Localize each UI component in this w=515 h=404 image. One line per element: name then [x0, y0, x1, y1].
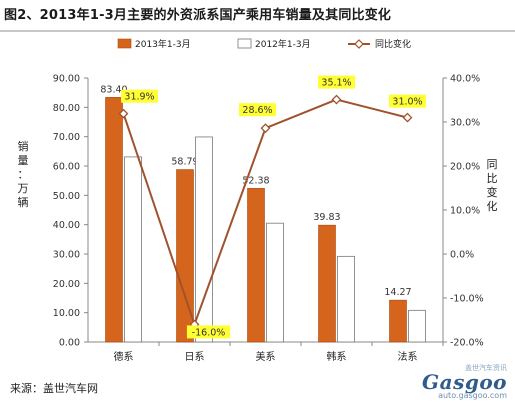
x-tick-label: 法系 — [398, 350, 418, 363]
right-tick-label: 0.0% — [450, 250, 474, 261]
x-tick-label: 韩系 — [327, 350, 347, 363]
y-axis-title-char: 量 — [18, 154, 29, 167]
bar-2013 — [247, 188, 265, 343]
yoy-label: 31.9% — [124, 92, 154, 103]
yoy-label-box — [186, 325, 231, 339]
right-tick-label: 10.0% — [450, 206, 480, 217]
bar-2013 — [176, 169, 194, 343]
right-tick-label: 40.0% — [450, 74, 480, 85]
left-tick-label: 10.00 — [53, 308, 80, 319]
bar-2012 — [408, 309, 426, 343]
y2-axis-title-char: 化 — [487, 199, 498, 213]
left-tick-label: 70.00 — [53, 132, 80, 143]
legend-label-yoy: 同比变化 — [375, 38, 411, 50]
watermark-logo: 盖世汽车资讯 Gasgoo auto.gasgoo.com — [422, 365, 507, 400]
yoy-label-box — [318, 75, 355, 89]
yoy-marker — [118, 108, 129, 119]
bar-2013 — [105, 97, 123, 343]
bar-2013-label: 58.79 — [171, 157, 198, 168]
legend-marker-yoy — [354, 39, 364, 49]
right-tick-label: 30.0% — [450, 118, 480, 129]
bar-2012 — [124, 156, 142, 343]
watermark-top-text: 盖世汽车资讯 — [465, 364, 507, 372]
left-tick-label: 20.00 — [53, 279, 80, 290]
legend-label-2013: 2013年1-3月 — [135, 38, 191, 50]
bar-2013 — [318, 224, 336, 343]
bar-2012 — [266, 222, 284, 343]
yoy-marker — [402, 112, 413, 123]
legend-label-2012: 2012年1-3月 — [255, 38, 311, 50]
legend-swatch-2012 — [237, 38, 252, 49]
chart-title: 图2、2013年1-3月主要的外资派系国产乘用车销量及其同比变化 — [4, 8, 392, 23]
bar-2013-label: 39.83 — [313, 212, 340, 223]
y2-axis-title-char: 变 — [487, 185, 498, 199]
left-tick-label: 40.00 — [53, 220, 80, 231]
bar-2013-label: 83.40 — [100, 84, 127, 95]
yoy-label: -16.0% — [192, 327, 226, 338]
y2-axis-title-char: 比 — [487, 172, 498, 185]
bar-2012 — [195, 136, 213, 343]
x-tick-label: 德系 — [114, 350, 134, 363]
y-axis-title-char: 销 — [18, 139, 29, 153]
watermark-url: auto.gasgoo.com — [438, 391, 507, 400]
yoy-marker — [331, 94, 342, 105]
watermark-brand: Gasgoo — [422, 370, 507, 394]
yoy-label: 35.1% — [321, 78, 351, 89]
yoy-label-box — [121, 89, 158, 103]
left-tick-label: 30.00 — [53, 250, 80, 261]
yoy-label: 31.0% — [392, 97, 422, 108]
y-axis-title-char: 辆 — [18, 195, 29, 209]
y-axis-title-char: 万 — [18, 182, 29, 195]
right-tick-label: -10.0% — [450, 294, 484, 305]
bar-2013-label: 52.38 — [242, 175, 269, 186]
left-tick-label: 80.00 — [53, 103, 80, 114]
right-tick-label: 20.0% — [450, 162, 480, 173]
bar-2012 — [337, 255, 355, 343]
yoy-label: 28.6% — [242, 105, 272, 116]
legend-swatch-2013 — [117, 38, 132, 49]
y-axis-title-char: ： — [18, 168, 29, 181]
title-divider — [0, 30, 515, 32]
left-tick-label: 90.00 — [53, 74, 80, 85]
yoy-change-line — [122, 98, 408, 328]
yoy-label-box — [239, 103, 276, 117]
yoy-marker — [260, 123, 271, 134]
bar-2013 — [389, 299, 407, 343]
left-tick-label: 0.00 — [59, 338, 80, 349]
left-tick-label: 60.00 — [53, 162, 80, 173]
left-tick-label: 50.00 — [53, 191, 80, 202]
right-tick-label: -20.0% — [450, 338, 484, 349]
bar-2013-label: 14.27 — [384, 287, 411, 298]
y2-axis-title-char: 同 — [487, 158, 498, 171]
source-text: 来源：盖世汽车网 — [10, 382, 98, 395]
x-tick-label: 日系 — [185, 351, 205, 363]
x-tick-label: 美系 — [256, 350, 276, 363]
yoy-label-box — [389, 94, 426, 108]
